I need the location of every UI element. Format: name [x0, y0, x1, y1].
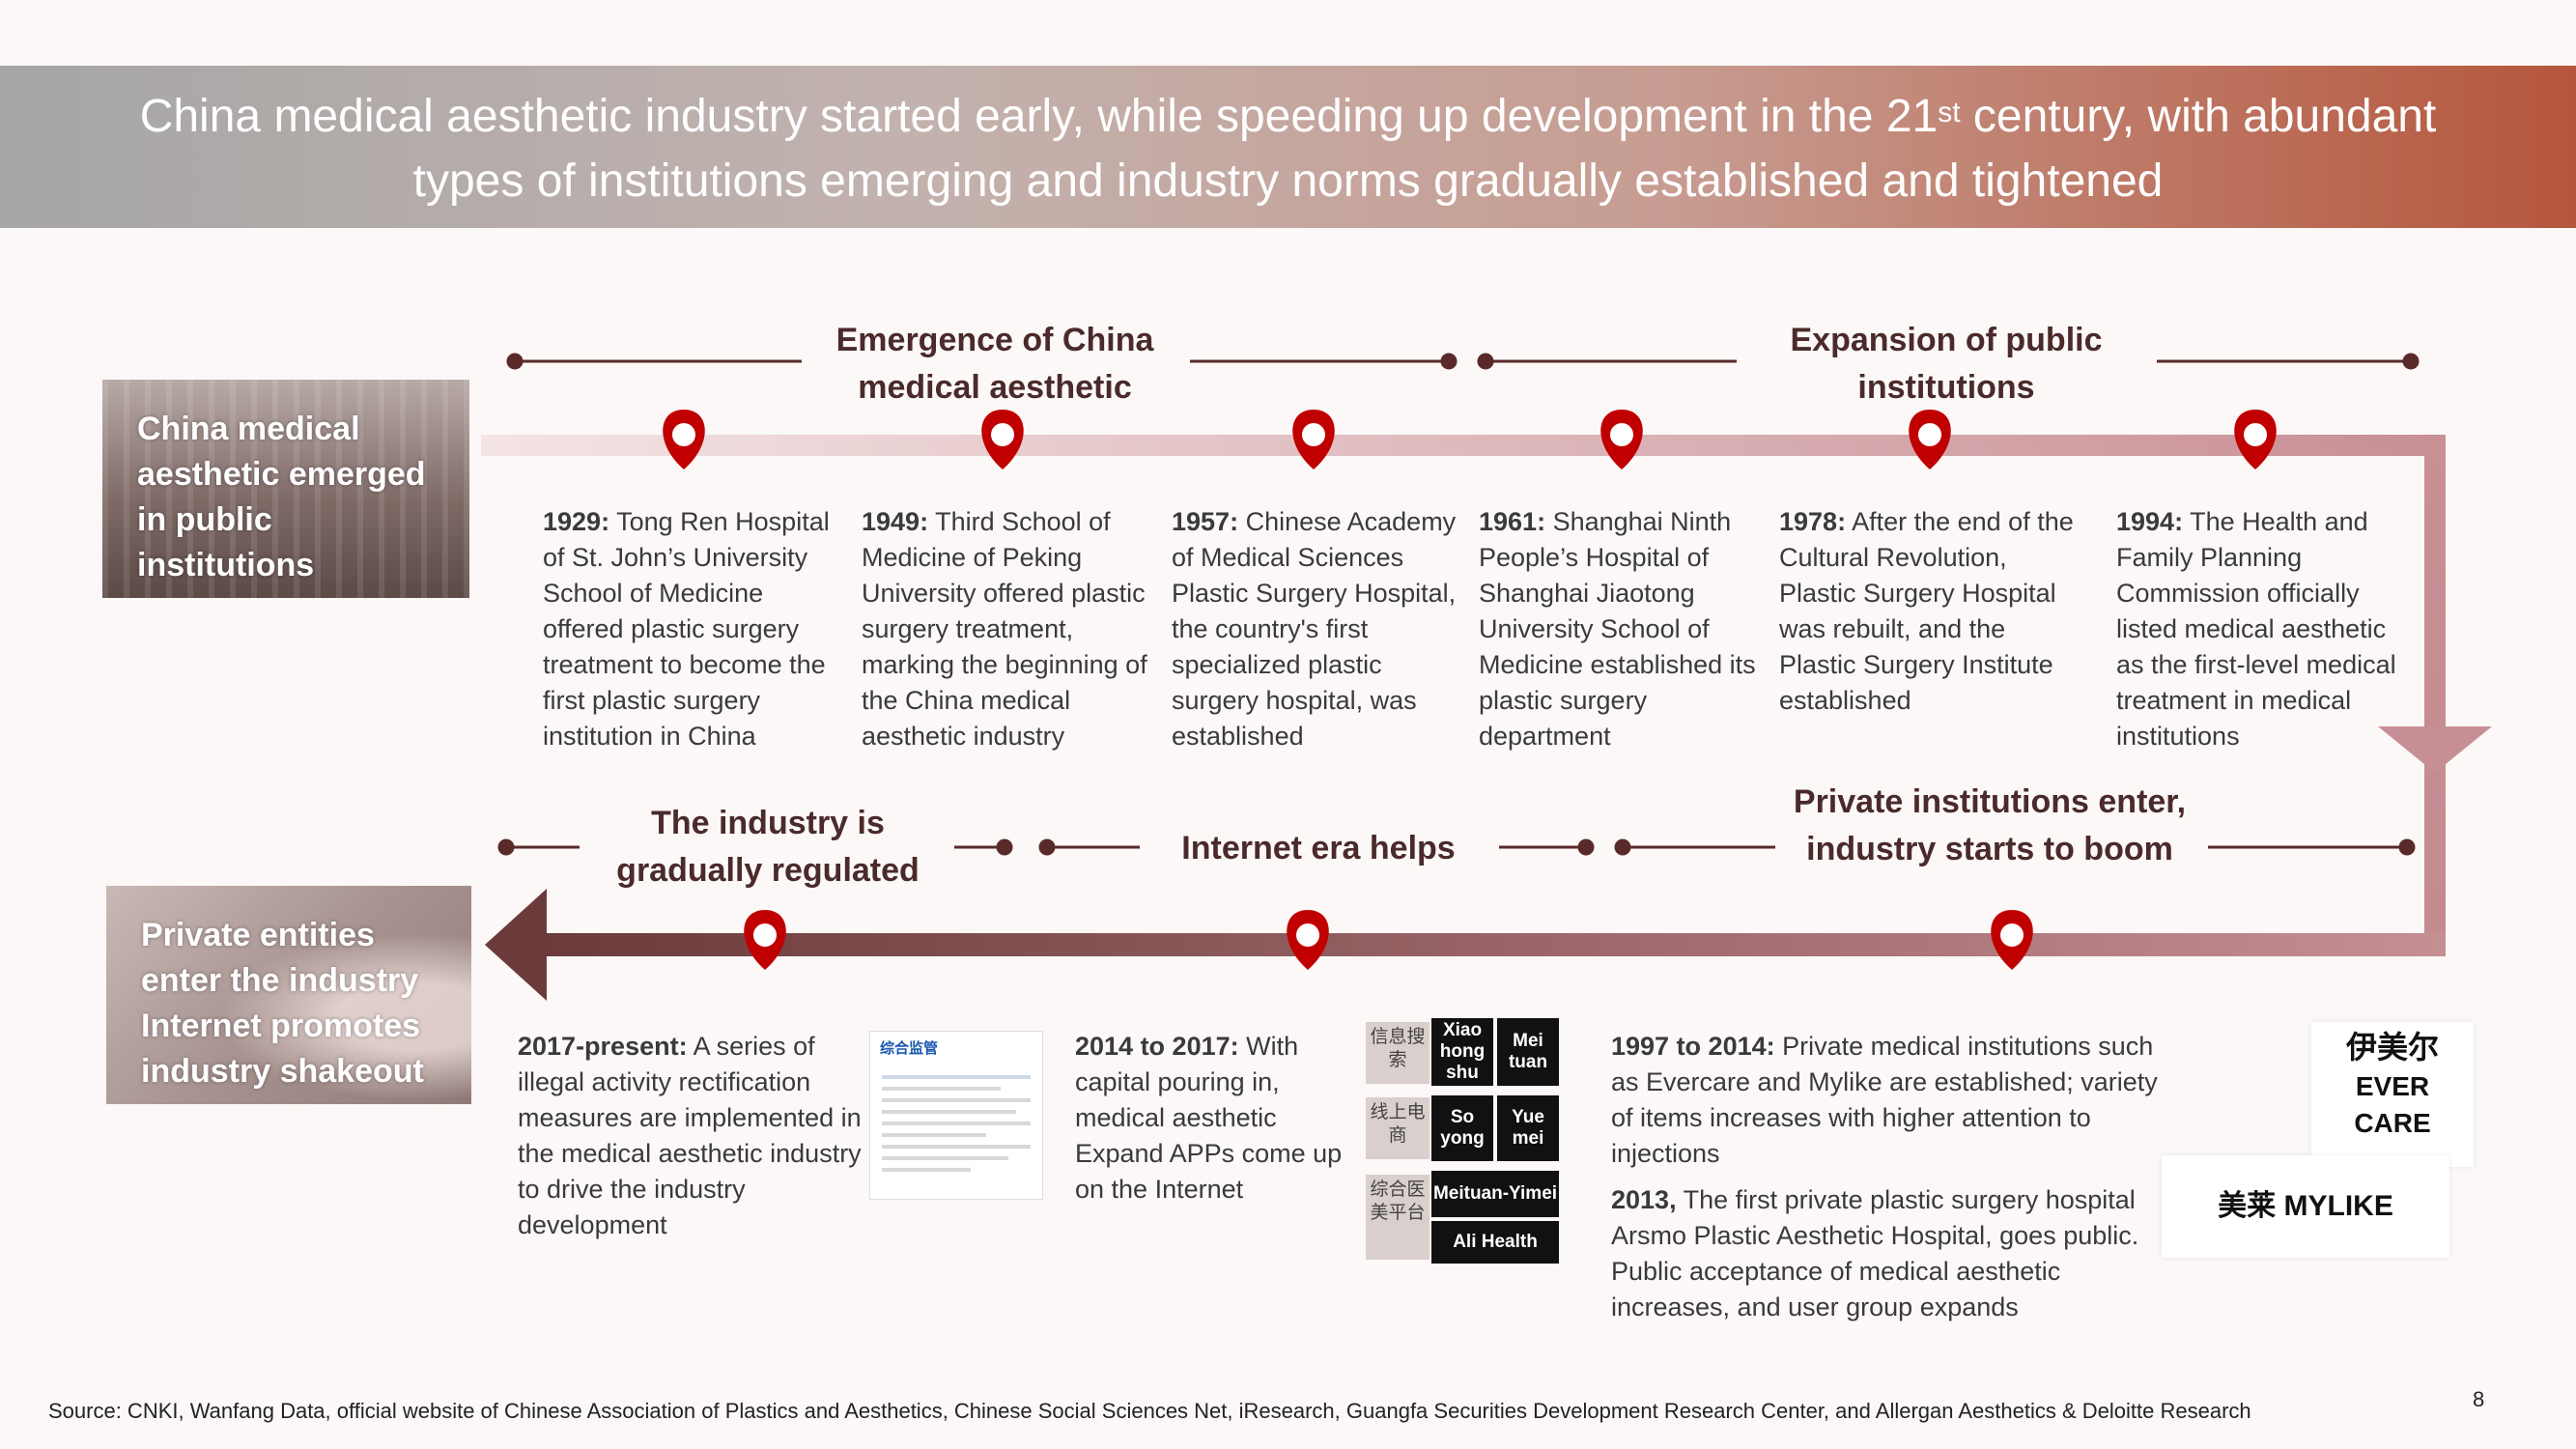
phase-internet: Internet era helps: [1181, 830, 1456, 867]
doc-thumb-lines: [870, 1064, 1042, 1185]
event-1997-2014: 1997 to 2014: Private medical institutio…: [1611, 1032, 2158, 1168]
event-1929: 1929: Tong Ren Hospital of St. John’s Un…: [543, 507, 830, 751]
event-2013: 2013, The first private plastic surgery …: [1611, 1185, 2139, 1321]
category-online-ecommerce: 线上电商: [1366, 1097, 1430, 1159]
app-yuemei: Yue mei: [1497, 1095, 1559, 1161]
category-info-search: 信息搜索: [1366, 1022, 1430, 1084]
evercare-logo-cn: 伊美尔: [2345, 1030, 2439, 1065]
side-box-private-entities: Private entities enter the industry Inte…: [106, 886, 471, 1104]
title-line-2: types of institutions emerging and indus…: [412, 156, 2164, 207]
event-1978: 1978: After the end of the Cultural Revo…: [1779, 507, 2074, 715]
app-meituan: Mei tuan: [1497, 1018, 1559, 1086]
phase-regulated: The industry is gradually regulated: [616, 805, 920, 889]
phase-expansion: Expansion of public institutions: [1790, 322, 2103, 406]
mylike-logo: 美莱 MYLIKE: [2162, 1155, 2449, 1258]
app-soyong: So yong: [1431, 1095, 1493, 1161]
timeline-right-band: [2424, 435, 2446, 956]
event-1994: 1994: The Health and Family Planning Com…: [2116, 507, 2396, 751]
down-arrow: [2378, 726, 2492, 773]
event-1949: 1949: Third School of Medicine of Peking…: [862, 507, 1147, 751]
title-banner: China medical aesthetic industry started…: [0, 66, 2576, 228]
timeline-bottom-band: [537, 933, 2446, 956]
page-number: 8: [2473, 1387, 2485, 1411]
event-1961: 1961: Shanghai Ninth People’s Hospital o…: [1479, 507, 1756, 751]
app-meituan-yimei: Meituan-Yimei: [1431, 1171, 1559, 1217]
source-note: Source: CNKI, Wanfang Data, official web…: [48, 1399, 2251, 1423]
side-box-public-institutions: China medical aesthetic emerged in publi…: [102, 380, 469, 598]
event-2017-present: 2017-present: A series of illegal activi…: [518, 1032, 862, 1239]
event-1957: 1957: Chinese Academy of Medical Science…: [1172, 507, 1457, 751]
app-xiaohongshu: Xiao hong shu: [1431, 1018, 1493, 1086]
timeline-top-band: [481, 435, 2446, 456]
mylike-logo-text: 美莱 MYLIKE: [2218, 1190, 2393, 1222]
phase-emergence: Emergence of China medical aesthetic: [835, 322, 1154, 406]
doc-thumb-title: 综合监管: [880, 1040, 939, 1057]
event-2014-2017: 2014 to 2017: With capital pouring in, m…: [1075, 1032, 1343, 1204]
left-arrow: [485, 889, 547, 1001]
phase-private: Private institutions enter, industry sta…: [1793, 783, 2187, 867]
category-integrated-platform: 综合医美平台: [1366, 1175, 1430, 1260]
app-ali-health: Ali Health: [1431, 1221, 1559, 1264]
regulation-document-thumbnail: 综合监管: [869, 1031, 1043, 1200]
evercare-logo-en: EVER CARE: [2354, 1071, 2431, 1138]
evercare-logo: 伊美尔 EVER CARE: [2311, 1022, 2474, 1167]
title-line-1: China medical aesthetic industry started…: [139, 91, 2437, 142]
